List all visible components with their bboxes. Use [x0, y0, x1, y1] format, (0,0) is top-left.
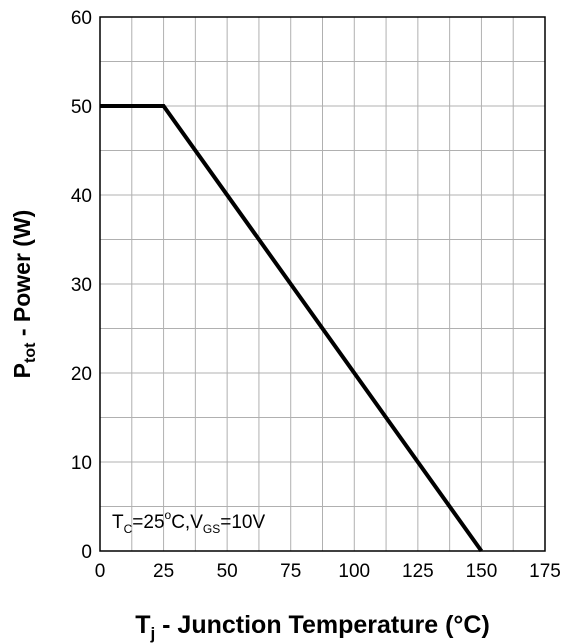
y-tick-label: 10 — [71, 453, 92, 474]
y-tick-label: 50 — [71, 97, 92, 118]
y-tick-labels: 0 10 20 30 40 50 60 — [71, 8, 92, 563]
test-condition-annotation: TC=25oC,VGS=10V — [112, 508, 265, 536]
series-group — [100, 104, 484, 553]
annotation-part: =10V — [220, 512, 265, 533]
annotation-part: o — [165, 508, 172, 522]
annotation-part: C,V — [171, 512, 203, 533]
y-tick-label: 30 — [71, 275, 92, 296]
x-axis-title: Tj - Junction Temperature (°C) — [135, 611, 490, 643]
y-tick-label: 20 — [71, 364, 92, 385]
y-axis-title: Ptot - Power (W) — [9, 210, 39, 379]
grid — [100, 17, 545, 551]
annotation-part: GS — [203, 522, 220, 536]
x-tick-label: 125 — [402, 561, 434, 582]
annotation-part: =25 — [132, 512, 164, 533]
x-tick-label: 0 — [95, 561, 106, 582]
y-tick-label: 60 — [71, 8, 92, 29]
x-tick-label: 100 — [338, 561, 370, 582]
x-tick-label: 25 — [153, 561, 174, 582]
x-tick-label: 150 — [466, 561, 498, 582]
x-tick-label: 50 — [217, 561, 238, 582]
power-derating-line — [100, 104, 484, 553]
x-tick-labels: 0 25 50 75 100 125 150 175 — [95, 561, 561, 582]
x-tick-label: 175 — [529, 561, 561, 582]
y-tick-label: 0 — [81, 542, 92, 563]
annotation-part: C — [124, 522, 133, 536]
annotation-part: T — [112, 512, 124, 533]
plot-frame — [99, 16, 546, 552]
y-tick-label: 40 — [71, 186, 92, 207]
x-tick-label: 75 — [280, 561, 301, 582]
